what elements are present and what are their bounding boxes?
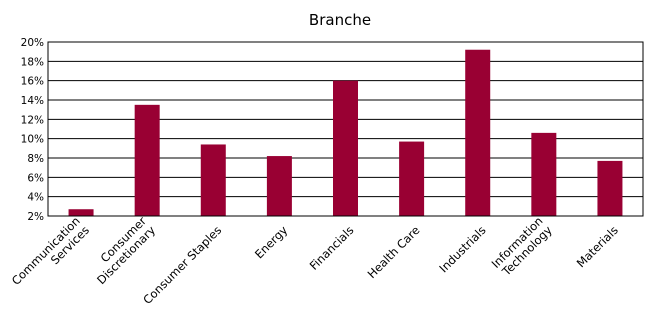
x-tick-label-line: Materials <box>574 223 621 270</box>
bar-financials <box>333 80 358 217</box>
x-tick-label-line: Financials <box>307 223 357 273</box>
bar-materials <box>597 160 623 216</box>
bars <box>68 49 623 217</box>
y-tick-label: 6% <box>27 172 44 184</box>
bar-information-technology <box>531 132 557 216</box>
x-tick-label: Energy <box>252 223 291 262</box>
y-tick-label: 4% <box>27 192 44 204</box>
x-tick-label: Industrials <box>436 223 488 275</box>
plot-frame <box>47 41 644 217</box>
y-tick-label: 10% <box>21 134 44 146</box>
x-tick-label-line: Health Care <box>365 223 423 281</box>
x-tick-label: Health Care <box>365 223 423 281</box>
y-tick-label: 2% <box>27 211 44 223</box>
x-tick-label: Materials <box>574 223 621 270</box>
y-tick-label: 14% <box>21 95 44 107</box>
y-tick-label: 12% <box>21 114 44 126</box>
y-axis-ticks: 2% 4% 6% 8% 10% 12% 14% 16% 18% 20% <box>21 37 44 223</box>
bar-industrials <box>465 49 491 216</box>
x-tick-label: Financials <box>307 223 357 273</box>
x-tick-label-line: Energy <box>252 223 291 262</box>
y-tick-label: 8% <box>27 153 44 165</box>
bar-consumer-staples <box>200 144 226 216</box>
y-tick-label: 18% <box>21 56 44 68</box>
y-tick-label: 20% <box>21 37 44 49</box>
bar-communication-services <box>68 209 94 216</box>
bar-consumer-discretionary <box>134 104 160 216</box>
x-tick-label-line: Industrials <box>436 223 488 275</box>
chart-title: Branche <box>309 11 371 29</box>
y-tick-label: 16% <box>21 76 44 88</box>
bar-energy <box>266 156 292 216</box>
bar-health-care <box>399 141 425 216</box>
